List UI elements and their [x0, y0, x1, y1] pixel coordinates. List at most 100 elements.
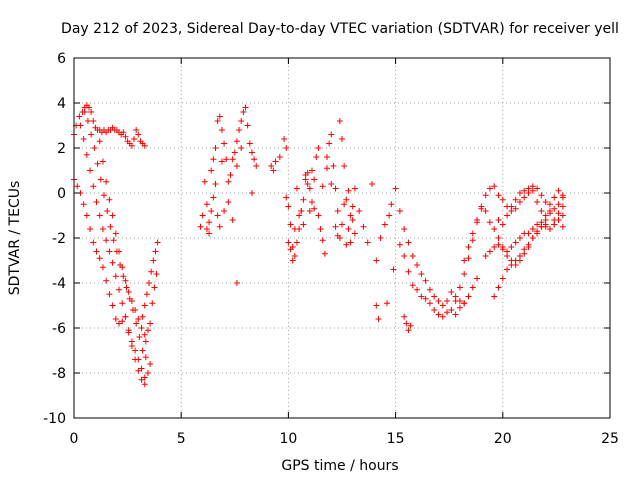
data-point: [315, 145, 322, 151]
data-point: [403, 320, 410, 327]
data-point: [106, 291, 113, 298]
data-point: [119, 264, 126, 271]
y-tick-label: 4: [57, 96, 66, 112]
data-point: [328, 131, 335, 138]
data-point: [304, 169, 311, 176]
data-point: [216, 223, 223, 230]
data-point: [356, 208, 363, 214]
data-point: [401, 253, 408, 259]
data-point: [197, 223, 204, 230]
data-point: [469, 284, 476, 291]
data-point: [525, 185, 532, 192]
x-tick-labels: 0 5 10 15 20 25: [70, 431, 619, 447]
data-point: [516, 190, 523, 196]
data-point: [456, 304, 463, 311]
data-point: [80, 136, 87, 142]
data-point: [109, 302, 116, 309]
data-point: [334, 232, 341, 239]
data-point: [551, 194, 558, 201]
data-point: [90, 183, 97, 190]
data-point: [270, 167, 277, 174]
data-point: [555, 187, 562, 194]
data-point: [396, 208, 403, 214]
data-point: [109, 212, 116, 219]
data-point: [461, 271, 468, 277]
data-point: [495, 192, 502, 199]
data-point: [103, 237, 110, 244]
data-point: [431, 293, 438, 300]
data-point: [339, 221, 345, 228]
x-tick-label: 15: [387, 431, 405, 447]
data-point: [131, 136, 138, 142]
data-point: [384, 300, 391, 307]
data-point: [491, 293, 498, 300]
data-point: [332, 185, 339, 192]
data-point: [150, 257, 157, 264]
data-point: [347, 239, 354, 246]
data-point: [112, 273, 119, 280]
data-point: [308, 167, 315, 174]
data-point: [516, 199, 523, 205]
data-point: [203, 201, 210, 208]
data-point: [559, 212, 566, 219]
data-point: [328, 181, 335, 187]
data-point: [405, 268, 412, 275]
data-point: [99, 264, 106, 271]
data-point: [373, 257, 380, 264]
data-point: [147, 361, 154, 367]
data-point: [418, 271, 425, 277]
data-point: [233, 163, 240, 169]
data-point: [138, 365, 145, 372]
data-point: [272, 158, 279, 165]
data-point: [119, 300, 126, 307]
data-point: [512, 239, 519, 246]
x-tick-label: 5: [177, 431, 186, 447]
data-point: [478, 205, 485, 212]
data-point: [422, 295, 429, 302]
data-point: [132, 307, 139, 313]
data-point: [216, 113, 223, 120]
data-point: [139, 347, 146, 354]
data-point: [308, 199, 315, 205]
y-tick-label: -2: [52, 231, 66, 247]
data-point: [206, 219, 213, 226]
data-marks: [71, 102, 566, 388]
data-point: [122, 313, 129, 320]
data-point: [426, 300, 433, 307]
data-point: [120, 273, 127, 280]
data-point: [469, 230, 476, 237]
data-point: [317, 226, 324, 232]
data-point: [208, 208, 215, 214]
data-point: [369, 181, 376, 187]
data-point: [293, 185, 300, 192]
data-point: [426, 286, 433, 293]
data-point: [551, 205, 558, 212]
y-tick-labels: -10 -8 -6 -4 -2 0 2 4 6: [43, 51, 66, 427]
data-point: [283, 145, 290, 151]
data-point: [339, 136, 345, 142]
data-point: [227, 172, 234, 178]
data-point: [133, 320, 140, 327]
data-point: [142, 354, 149, 361]
data-point: [125, 327, 132, 334]
data-point: [508, 257, 515, 264]
data-point: [546, 226, 553, 232]
data-point: [351, 185, 358, 192]
data-point: [516, 257, 523, 264]
data-point: [99, 226, 106, 232]
data-point: [444, 298, 451, 304]
data-point: [125, 289, 132, 295]
data-point: [132, 347, 139, 354]
data-point: [486, 248, 493, 255]
data-point: [525, 230, 532, 237]
data-point: [99, 158, 106, 165]
axis-ticks: [73, 57, 611, 419]
data-point: [499, 275, 506, 282]
data-point: [386, 212, 393, 219]
data-point: [336, 118, 343, 124]
data-point: [248, 190, 255, 196]
data-point: [512, 262, 519, 268]
data-point: [120, 129, 127, 136]
data-point: [93, 199, 100, 205]
data-point: [555, 210, 562, 217]
